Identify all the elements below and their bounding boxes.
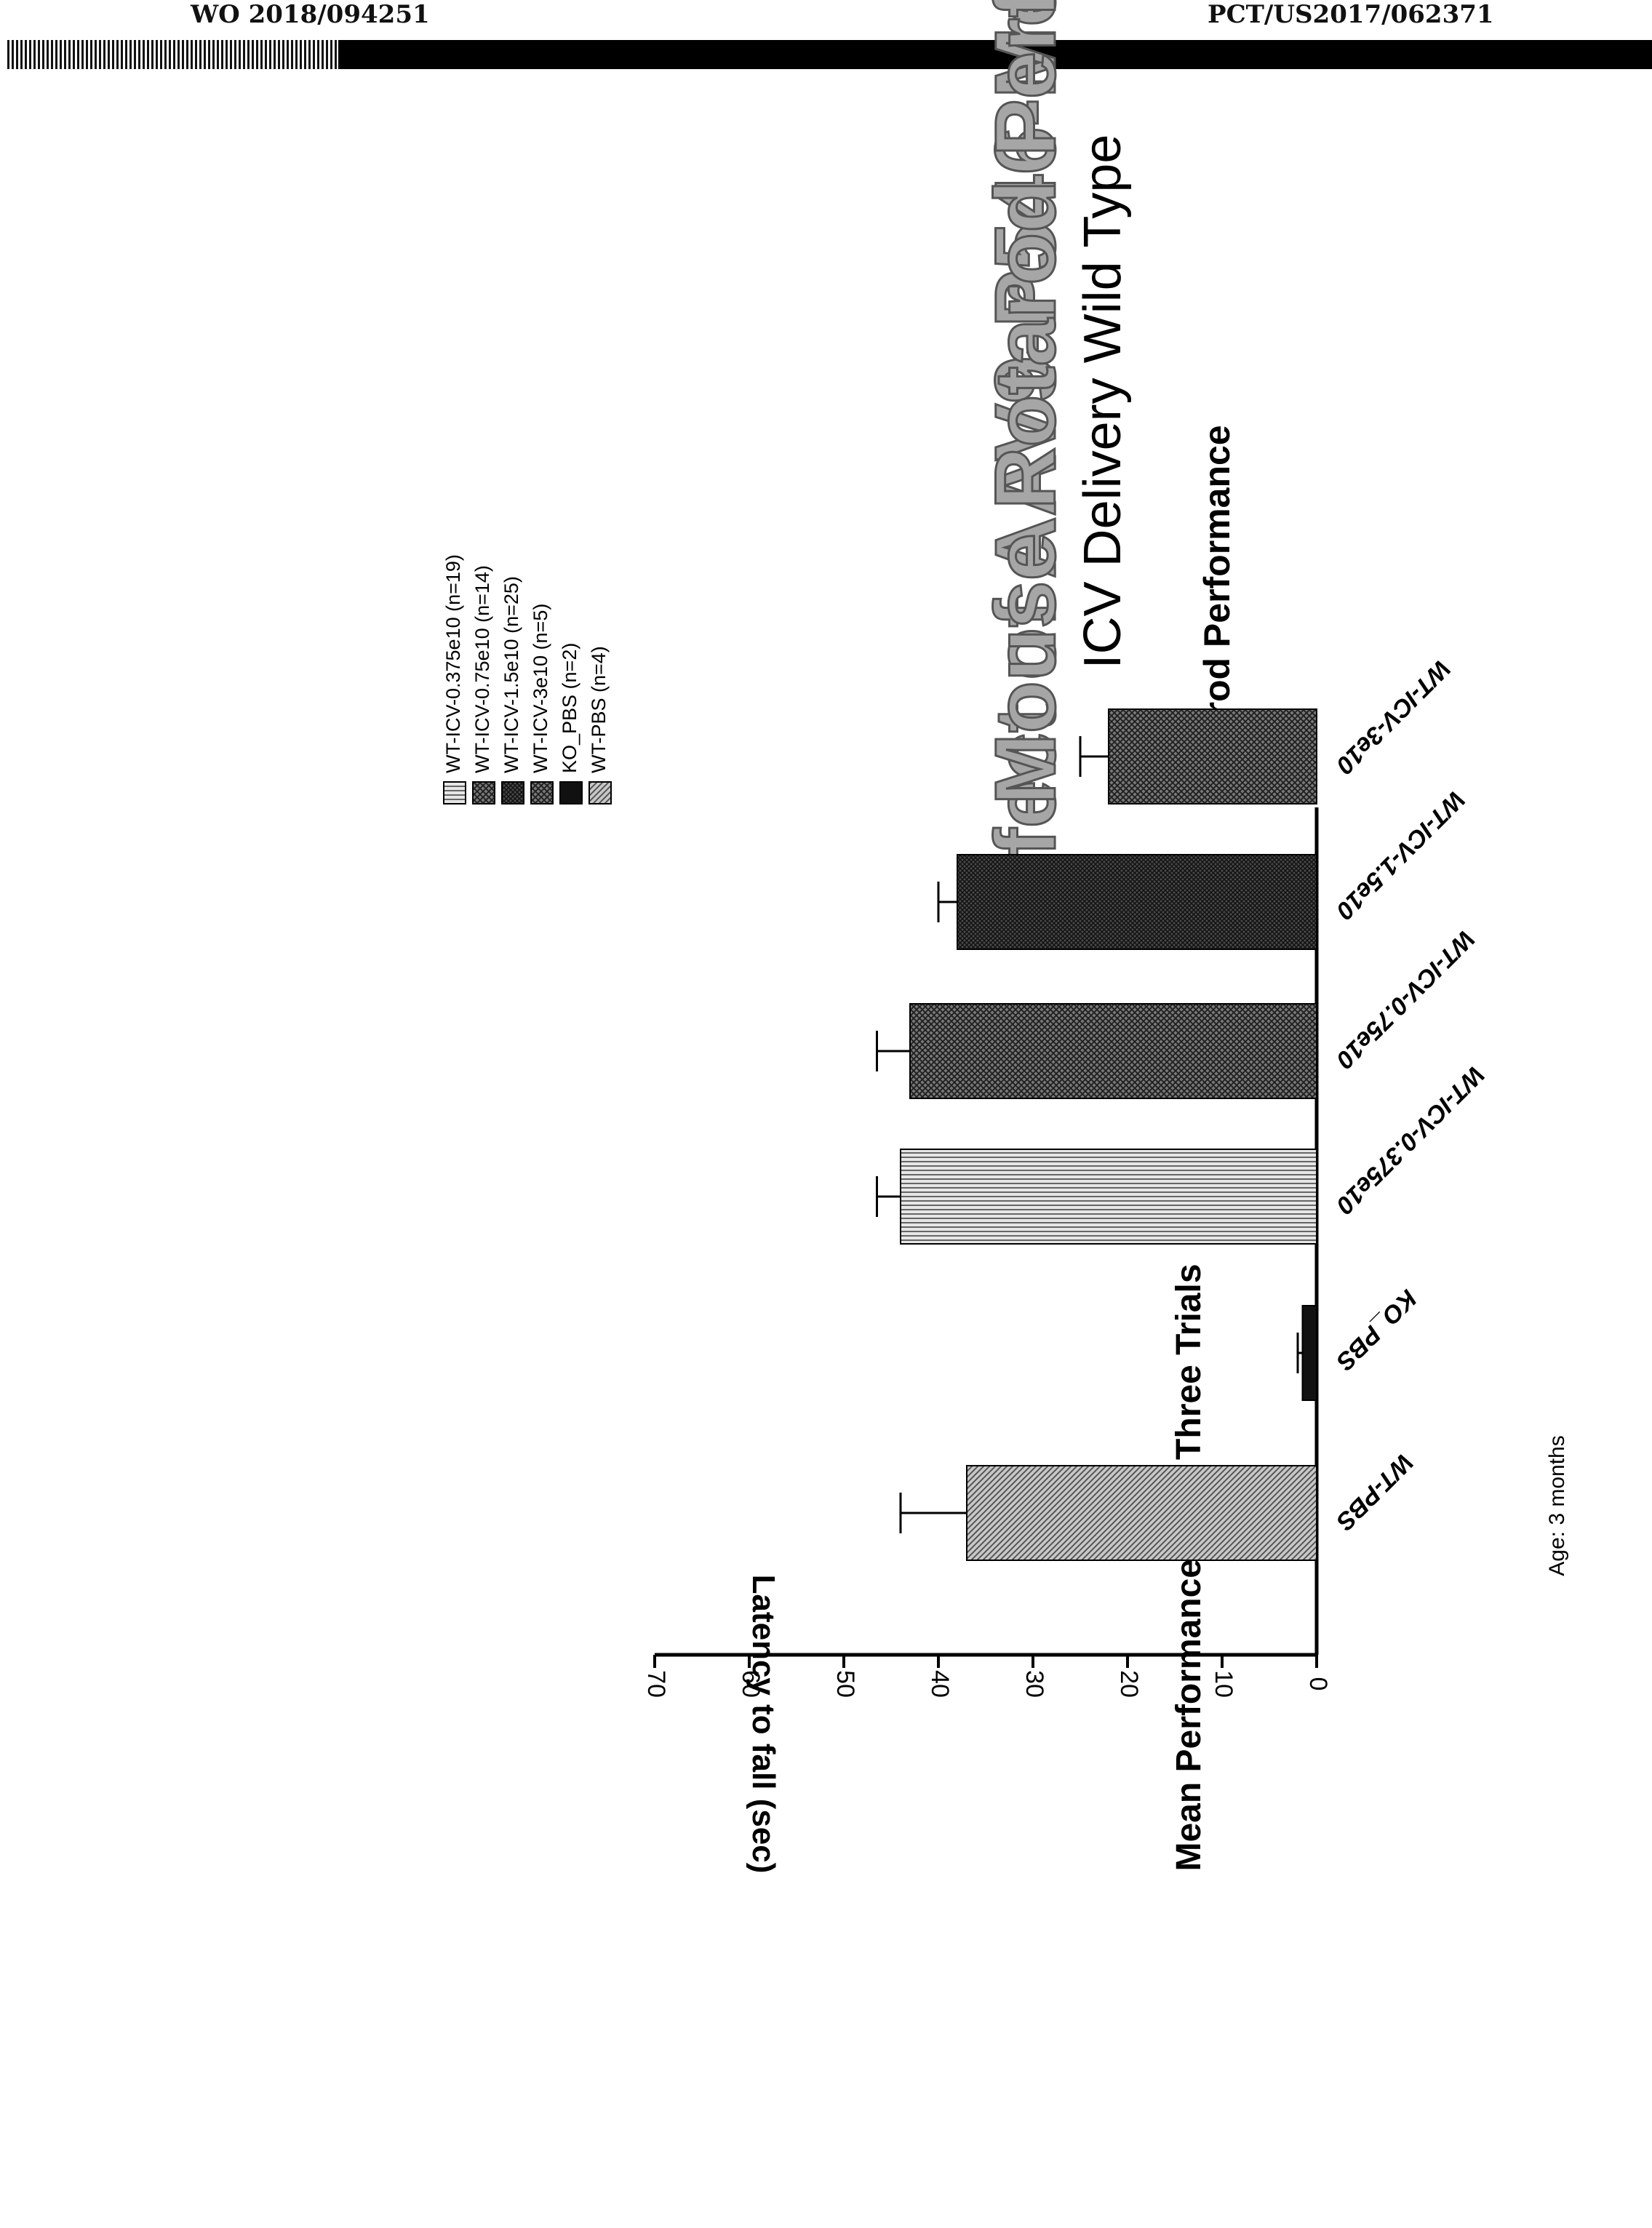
category-label: WT-ICV-3e10	[1330, 655, 1456, 780]
legend-label: KO_PBS (n=2)	[559, 643, 580, 773]
y-tick-label: 40	[926, 1670, 954, 1698]
y-tick-label: 20	[1115, 1670, 1143, 1698]
y-axis-label: Latency to fall (sec)	[746, 1575, 781, 1874]
legend-label: WT-ICV-0.375e10 (n=19)	[442, 554, 464, 773]
y-tick-label: 50	[831, 1670, 859, 1698]
category-label: WT-ICV-0.75e10	[1330, 925, 1480, 1074]
legend-label: WT-ICV-3e10 (n=5)	[530, 604, 551, 773]
legend-swatch	[530, 781, 554, 804]
y-tick-label: 70	[642, 1670, 670, 1698]
y-tick-label: 0	[1304, 1677, 1332, 1691]
legend-swatch	[443, 781, 466, 804]
bar-ko-pbs	[1301, 1305, 1317, 1401]
header-bar-hatched	[7, 40, 338, 69]
y-tick-label: 60	[737, 1670, 765, 1698]
bars	[876, 708, 1317, 1561]
bar-wt-icv-1-5e10	[957, 854, 1317, 950]
application-number: PCT/US2017/062371	[1208, 0, 1494, 29]
y-tick-label: 10	[1210, 1670, 1237, 1698]
bar-wt-pbs	[966, 1465, 1317, 1561]
legend-swatch	[472, 781, 495, 804]
legend-label: WT-ICV-0.75e10 (n=14)	[471, 565, 493, 773]
y-tick-label: 30	[1021, 1670, 1048, 1698]
category-label: KO_PBS	[1330, 1284, 1422, 1375]
x-axis-label: Mean Performance Over Three Trials	[1170, 1263, 1208, 1871]
legend-swatch	[588, 781, 612, 804]
legend-label: WT-ICV-1.5e10 (n=25)	[500, 576, 522, 773]
bar-wt-icv-3e10	[1108, 708, 1317, 804]
header-bar-solid	[338, 40, 1652, 69]
legend-swatch	[559, 781, 583, 804]
category-labels: WT-PBS KO_PBS WT-ICV-0.375e10WT-ICV-0.75e1…	[1330, 655, 1490, 1536]
slide-title-line1: Effect of AAV9-P546-MeCP2 on Wild Type	[978, 0, 1074, 943]
category-label: WT-PBS	[1330, 1448, 1418, 1536]
slide-title-line2: Mouse Rotarod Performance	[978, 0, 1074, 805]
bar-wt-icv-0-75e10	[909, 1003, 1317, 1099]
subtitle: ICV Delivery Wild Type	[1074, 135, 1132, 669]
y-ticks: 0 10 20 30 40 50 60 70	[642, 1655, 1332, 1698]
bar-wt-icv-0-375e10	[900, 1149, 1317, 1245]
legend-label: WT-PBS (n=4)	[588, 646, 610, 773]
legend: WT-PBS (n=4) KO_PBS (n=2) WT-ICV-3e10 (n=5…	[442, 554, 612, 804]
patent-number: WO 2018/094251	[191, 0, 430, 29]
category-label: WT-ICV-0.375e10	[1330, 1061, 1489, 1219]
category-label: WT-ICV-1.5e10	[1330, 786, 1470, 925]
legend-swatch	[501, 781, 524, 804]
age-note: Age: 3 months	[1545, 1435, 1569, 1576]
